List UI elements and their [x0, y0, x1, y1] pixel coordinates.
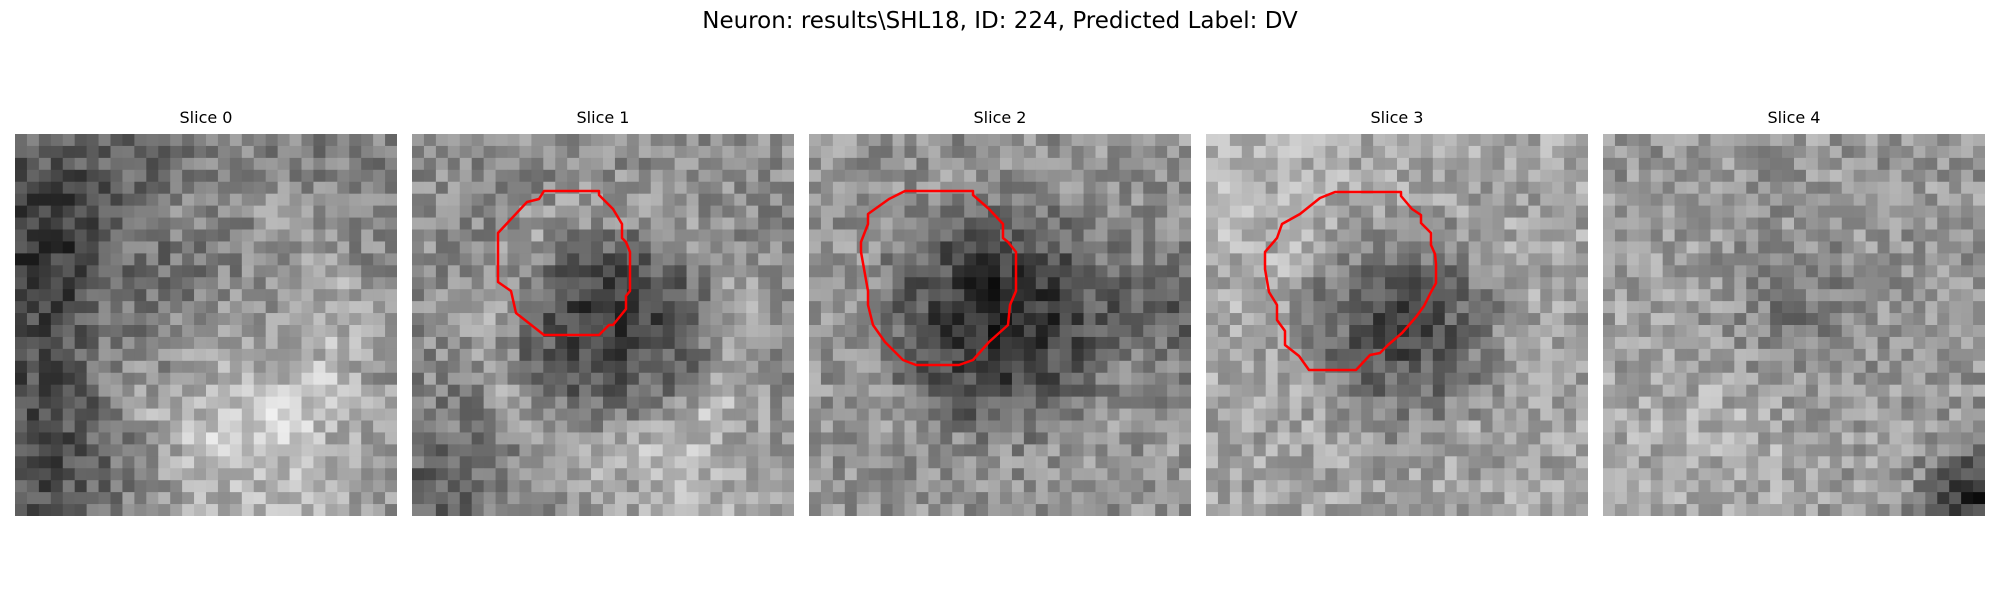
slice-image	[1206, 134, 1588, 516]
slice-title: Slice 3	[1370, 108, 1424, 127]
slice-image	[412, 134, 794, 516]
slice-image	[1603, 134, 1985, 516]
figure-title: Neuron: results\SHL18, ID: 224, Predicte…	[702, 8, 1298, 34]
slice-image	[809, 134, 1191, 516]
slice-title: Slice 4	[1767, 108, 1821, 127]
roi-contour	[1263, 190, 1438, 372]
slice-title: Slice 0	[179, 108, 233, 127]
roi-contour	[496, 189, 632, 337]
slice-title: Slice 1	[576, 108, 630, 127]
slice-image	[15, 134, 397, 516]
roi-contour	[859, 189, 1018, 367]
slice-title: Slice 2	[973, 108, 1027, 127]
